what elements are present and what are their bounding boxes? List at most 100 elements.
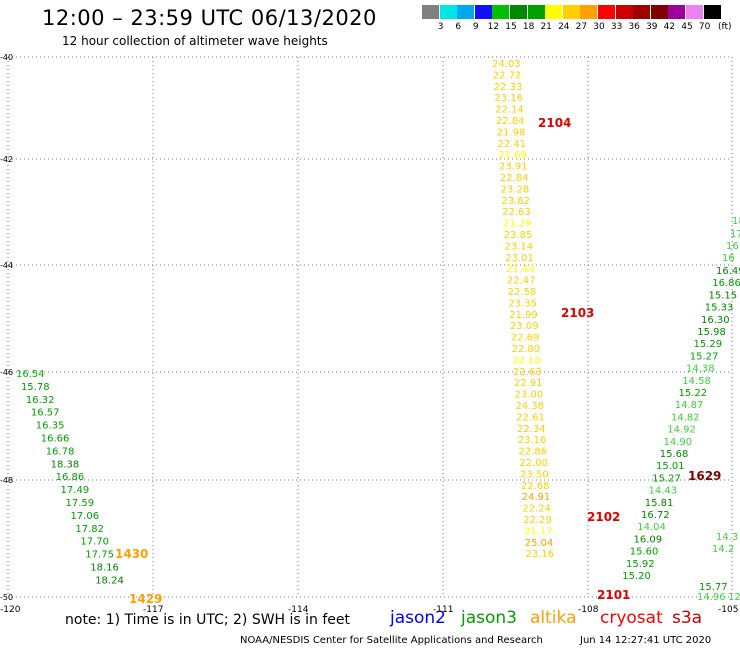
wave-height-value: 17.75 xyxy=(85,550,114,561)
legend-label: 70 xyxy=(698,22,711,32)
wave-height-value: 24.03 xyxy=(492,59,521,70)
legend-swatch xyxy=(598,5,615,19)
legend-label: 21 xyxy=(540,22,552,32)
wave-height-value: 17.59 xyxy=(66,498,95,509)
wave-height-value: 15.92 xyxy=(626,559,655,570)
latitude-label: -50 xyxy=(0,593,13,602)
pass-time-label: 2103 xyxy=(561,306,594,320)
wave-height-value: 22.80 xyxy=(512,344,541,355)
legend-swatch xyxy=(474,5,492,19)
wave-height-value: 16 xyxy=(722,253,735,264)
wave-height-value: 18.16 xyxy=(90,563,119,574)
legend-swatch xyxy=(492,5,510,19)
wave-height-value: 15.29 xyxy=(694,339,723,350)
legend-swatch xyxy=(439,5,457,19)
wave-height-value: 16.72 xyxy=(641,510,670,521)
latitude-label: -40 xyxy=(0,53,13,62)
wave-height-value: 15.98 xyxy=(697,327,726,338)
legend-swatch xyxy=(545,5,563,19)
legend-label: 12 xyxy=(487,22,500,32)
wave-height-value: 12 xyxy=(728,592,740,603)
wave-height-value: 16.49 xyxy=(716,266,740,277)
wave-height-value: 22.63 xyxy=(513,367,542,378)
page-subtitle: 12 hour collection of altimeter wave hei… xyxy=(62,34,328,48)
wave-height-value: 23.35 xyxy=(508,298,537,309)
wave-height-value: 24.91 xyxy=(522,492,551,503)
footer-timestamp: Jun 14 12:27:41 UTC 2020 xyxy=(580,635,712,646)
wave-height-value: 18 xyxy=(732,216,740,227)
wave-height-value: 23.01 xyxy=(505,253,534,264)
wave-height-value: 22.00 xyxy=(519,458,548,469)
pass-time-label: 1429 xyxy=(129,592,162,606)
wave-height-value: 14.43 xyxy=(649,486,678,497)
wave-height-value: 18.24 xyxy=(95,575,124,586)
wave-height-value: 16.54 xyxy=(16,369,45,380)
wave-height-value: 15.22 xyxy=(679,388,708,399)
legend-swatch xyxy=(703,5,721,19)
wave-height-value: 23.16 xyxy=(526,549,555,560)
wave-height-value: 23.00 xyxy=(515,390,544,401)
satellite-name: jason3 xyxy=(461,608,517,628)
wave-height-value: 23.50 xyxy=(520,469,549,480)
wave-height-value: 16.35 xyxy=(36,421,65,432)
wave-height-value: 22.34 xyxy=(517,424,546,435)
wave-height-value: 15.15 xyxy=(709,290,738,301)
legend-label: 39 xyxy=(646,22,658,32)
legend-label: 30 xyxy=(593,22,605,32)
legend-swatch xyxy=(527,5,545,19)
wave-height-value: 17.06 xyxy=(70,511,99,522)
footer-credit: NOAA/NESDIS Center for Satellite Applica… xyxy=(240,635,543,646)
wave-height-value: 22.68 xyxy=(521,481,550,492)
legend-swatch xyxy=(580,5,598,19)
wave-height-value: 16 xyxy=(726,241,739,252)
wave-height-value: 16.30 xyxy=(701,315,730,326)
wave-height-value: 22.33 xyxy=(494,82,523,93)
wave-height-value: 22.58 xyxy=(508,287,537,298)
wave-height-value: 22.84 xyxy=(496,116,525,127)
wave-height-value: 17.49 xyxy=(61,485,90,496)
wave-height-value: 14.92 xyxy=(667,425,696,436)
wave-height-value: 15.78 xyxy=(21,382,50,393)
wave-height-value: 14.96 xyxy=(697,592,726,603)
legend-swatch xyxy=(650,5,668,19)
wave-height-value: 14.58 xyxy=(682,376,711,387)
wave-height-value: 21.17 xyxy=(524,526,553,537)
legend-swatch xyxy=(510,5,527,19)
wave-height-value: 22.41 xyxy=(497,139,526,150)
wave-height-value: 15.20 xyxy=(622,571,651,582)
wave-height-value: 14.90 xyxy=(664,437,693,448)
legend-swatch xyxy=(422,5,439,19)
wave-height-value: 15.01 xyxy=(656,461,685,472)
wave-height-value: 17.70 xyxy=(80,537,109,548)
pass-time-label: 2101 xyxy=(597,588,630,602)
pass-time-label: 1430 xyxy=(115,547,148,561)
wave-height-value: 23.91 xyxy=(499,162,528,173)
wave-height-value: 14.04 xyxy=(637,522,666,533)
wave-height-value: 22.86 xyxy=(519,447,548,458)
wave-height-value: 15.77 xyxy=(699,582,728,593)
wave-height-value: 16.86 xyxy=(712,278,740,289)
wave-height-value: 24.38 xyxy=(515,401,544,412)
legend-label: 36 xyxy=(628,22,640,32)
longitude-label: -111 xyxy=(433,605,453,615)
pass-time-label: 2104 xyxy=(538,116,571,130)
wave-height-value: 22.29 xyxy=(523,515,552,526)
wave-height-value: 15.81 xyxy=(645,498,674,509)
legend-label: 42 xyxy=(663,22,676,32)
legend-label: 33 xyxy=(610,22,623,32)
latitude-label: -44 xyxy=(0,261,13,270)
footnote: note: 1) Time is in UTC; 2) SWH is in fe… xyxy=(65,612,351,628)
wave-height-value: 21.98 xyxy=(497,127,526,138)
wave-height-value: 22.69 xyxy=(511,333,540,344)
wave-height-value: 16.78 xyxy=(46,446,75,457)
wave-height-value: 15.27 xyxy=(652,473,681,484)
wave-height-value: 16.57 xyxy=(31,408,60,419)
wave-height-value: 23.28 xyxy=(501,184,530,195)
legend-label: 15 xyxy=(505,22,517,32)
longitude-label: -114 xyxy=(288,605,309,615)
wave-height-value: 23.14 xyxy=(504,241,533,252)
wave-height-value: 15.68 xyxy=(660,449,689,460)
longitude-label: -105 xyxy=(718,605,738,615)
longitude-label: -108 xyxy=(578,605,599,615)
